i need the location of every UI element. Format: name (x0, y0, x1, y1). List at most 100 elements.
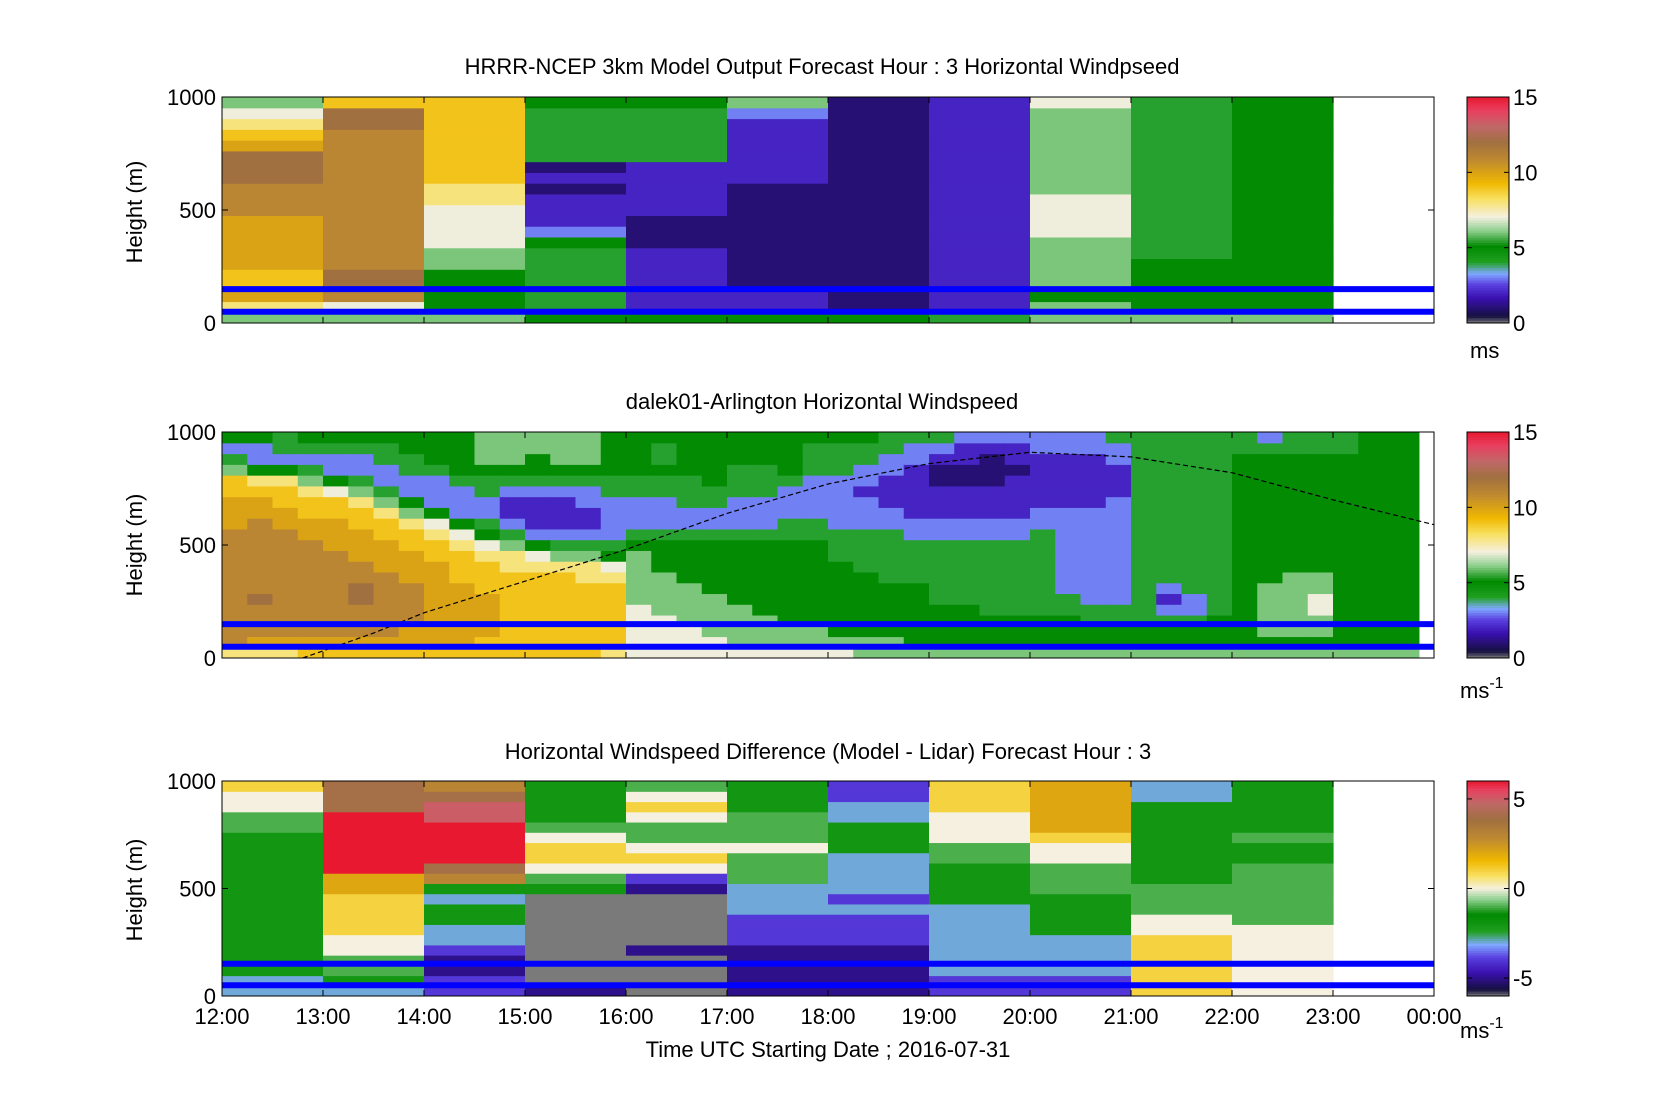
heatmap-cell-1-2-12 (272, 518, 299, 530)
colorbar-tick-label-1-1: 5 (1513, 571, 1525, 596)
heatmap-cell-1-31-12 (1004, 518, 1031, 530)
heatmap-cell-0-8-6 (1030, 247, 1132, 260)
colorbar-segment-1-76 (1467, 464, 1509, 468)
heatmap-cell-1-40-2 (1232, 625, 1258, 638)
heatmap-cell-0-5-10 (727, 204, 829, 216)
heatmap-cell-1-17-2 (651, 625, 678, 638)
heatmap-cell-1-20-15 (727, 485, 753, 498)
panel-difference-colorbar-unit: ms-1 (1460, 1015, 1504, 1043)
heatmap-cell-0-6-20 (828, 97, 930, 109)
colorbar-segment-0-7 (1467, 302, 1509, 306)
heatmap-cell-2-8-16 (1030, 821, 1132, 833)
heatmap-cell-1-37-0 (1156, 647, 1183, 658)
colorbar-segment-1-10 (1467, 629, 1509, 634)
heatmap-cell-2-10-5 (1232, 934, 1334, 946)
heatmap-cell-1-4-9 (323, 550, 349, 562)
colorbar-segment-2-3 (1467, 985, 1509, 990)
heatmap-cell-1-30-17 (979, 464, 1006, 476)
heatmap-cell-1-40-9 (1232, 550, 1258, 562)
heatmap-cell-1-14-20 (575, 432, 602, 444)
colorbar-segment-1-29 (1467, 582, 1509, 586)
heatmap-cell-1-30-1 (979, 636, 1006, 648)
heatmap-cell-1-39-3 (1206, 614, 1233, 627)
heatmap-cell-1-11-19 (499, 442, 526, 455)
heatmap-cell-1-8-20 (424, 432, 450, 444)
heatmap-cell-1-39-4 (1206, 604, 1233, 616)
heatmap-cell-2-4-4 (626, 944, 728, 956)
heatmap-cell-1-0-15 (222, 485, 248, 498)
heatmap-cell-0-4-13 (626, 172, 728, 184)
heatmap-cell-1-2-2 (272, 625, 299, 638)
heatmap-cell-2-2-3 (424, 955, 526, 966)
heatmap-cell-1-41-1 (1257, 636, 1284, 648)
heatmap-cell-1-44-14 (1333, 496, 1359, 508)
colorbar-segment-2-81 (1467, 799, 1509, 803)
heatmap-cell-2-8-1 (1030, 975, 1132, 987)
colorbar-segment-1-63 (1467, 496, 1509, 501)
heatmap-cell-1-46-4 (1383, 604, 1420, 616)
heatmap-cell-1-36-10 (1131, 539, 1157, 551)
heatmap-cell-0-5-16 (727, 140, 829, 152)
colorbar-segment-0-86 (1467, 104, 1509, 108)
heatmap-cell-1-3-13 (297, 507, 324, 519)
heatmap-cell-1-18-11 (676, 528, 703, 541)
heatmap-cell-1-22-18 (777, 453, 804, 465)
heatmap-cell-1-21-19 (752, 442, 779, 455)
heatmap-cell-1-19-17 (701, 464, 728, 476)
heatmap-cell-1-0-8 (222, 561, 248, 573)
heatmap-cell-1-3-9 (297, 550, 324, 562)
heatmap-cell-0-1-19 (323, 107, 425, 120)
heatmap-cell-1-22-15 (777, 485, 804, 498)
heatmap-cell-1-34-3 (1080, 614, 1107, 627)
heatmap-cell-1-6-2 (373, 625, 400, 638)
heatmap-cell-1-27-4 (903, 604, 930, 616)
heatmap-cell-1-34-7 (1080, 571, 1107, 584)
colorbar-segment-1-75 (1467, 466, 1509, 470)
heatmap-cell-1-30-6 (979, 582, 1006, 595)
heatmap-cell-1-44-7 (1333, 571, 1359, 584)
heatmap-cell-2-3-13 (525, 852, 627, 864)
heatmap-cell-1-18-8 (676, 561, 703, 573)
heatmap-cell-1-28-18 (929, 453, 955, 465)
heatmap-cell-1-23-2 (802, 625, 829, 638)
heatmap-cell-2-3-17 (525, 811, 627, 823)
heatmap-cell-0-9-16 (1131, 140, 1233, 152)
heatmap-cell-1-7-10 (398, 539, 425, 551)
heatmap-cell-1-26-16 (878, 475, 905, 487)
heatmap-cell-1-17-6 (651, 582, 678, 595)
heatmap-cell-2-10-17 (1232, 811, 1334, 823)
heatmap-cell-2-7-10 (929, 883, 1031, 895)
y-tick-label-1-1: 500 (179, 533, 216, 558)
heatmap-cell-1-20-2 (727, 625, 753, 638)
heatmap-cell-2-1-0 (323, 985, 425, 996)
colorbar-segment-2-33 (1467, 914, 1509, 918)
heatmap-cell-1-33-18 (1055, 453, 1082, 465)
heatmap-cell-1-24-18 (828, 453, 854, 465)
colorbar-segment-1-21 (1467, 602, 1509, 606)
colorbar-segment-0-33 (1467, 237, 1509, 241)
heatmap-cell-2-9-4 (1131, 944, 1233, 956)
heatmap-cell-1-1-6 (247, 582, 274, 595)
heatmap-cell-1-15-12 (600, 518, 627, 530)
heatmap-cell-2-8-10 (1030, 883, 1132, 895)
colorbar-segment-2-36 (1467, 907, 1509, 911)
heatmap-cell-2-5-1 (727, 975, 829, 987)
heatmap-cell-2-7-3 (929, 955, 1031, 966)
heatmap-cell-0-5-19 (727, 107, 829, 120)
heatmap-cell-0-8-10 (1030, 204, 1132, 216)
heatmap-cell-1-30-8 (979, 561, 1006, 573)
colorbar-segment-2-32 (1467, 916, 1509, 920)
heatmap-cell-1-4-16 (323, 475, 349, 487)
heatmap-cell-0-8-4 (1030, 269, 1132, 281)
heatmap-cell-0-0-20 (222, 97, 324, 109)
heatmap-cell-0-3-19 (525, 107, 627, 120)
heatmap-cell-2-1-6 (323, 924, 425, 936)
heatmap-cell-2-9-7 (1131, 914, 1233, 925)
heatmap-cell-0-7-7 (929, 236, 1031, 249)
heatmap-cell-2-6-11 (828, 873, 930, 884)
x-tick-label-2-10: 22:00 (1204, 1004, 1259, 1029)
y-tick-label-2-2: 1000 (167, 769, 216, 794)
heatmap-cell-2-9-18 (1131, 801, 1233, 813)
heatmap-cell-1-44-3 (1333, 614, 1359, 627)
heatmap-cell-0-3-6 (525, 247, 627, 260)
